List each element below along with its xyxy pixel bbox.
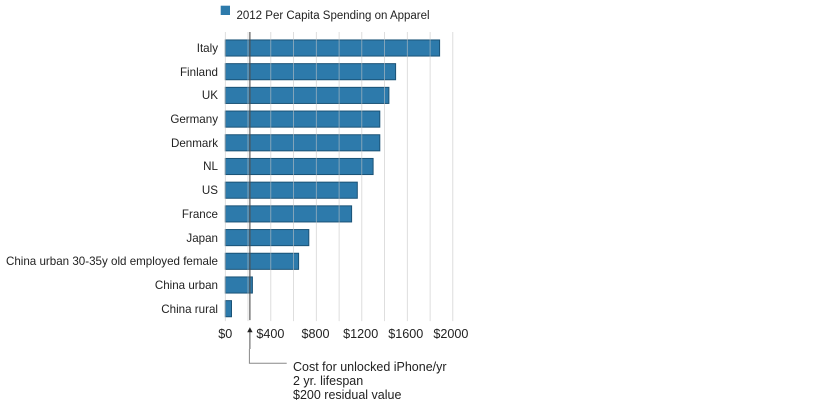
svg-text:2012 Per Capita Spending on Ap: 2012 Per Capita Spending on Apparel (237, 10, 430, 22)
